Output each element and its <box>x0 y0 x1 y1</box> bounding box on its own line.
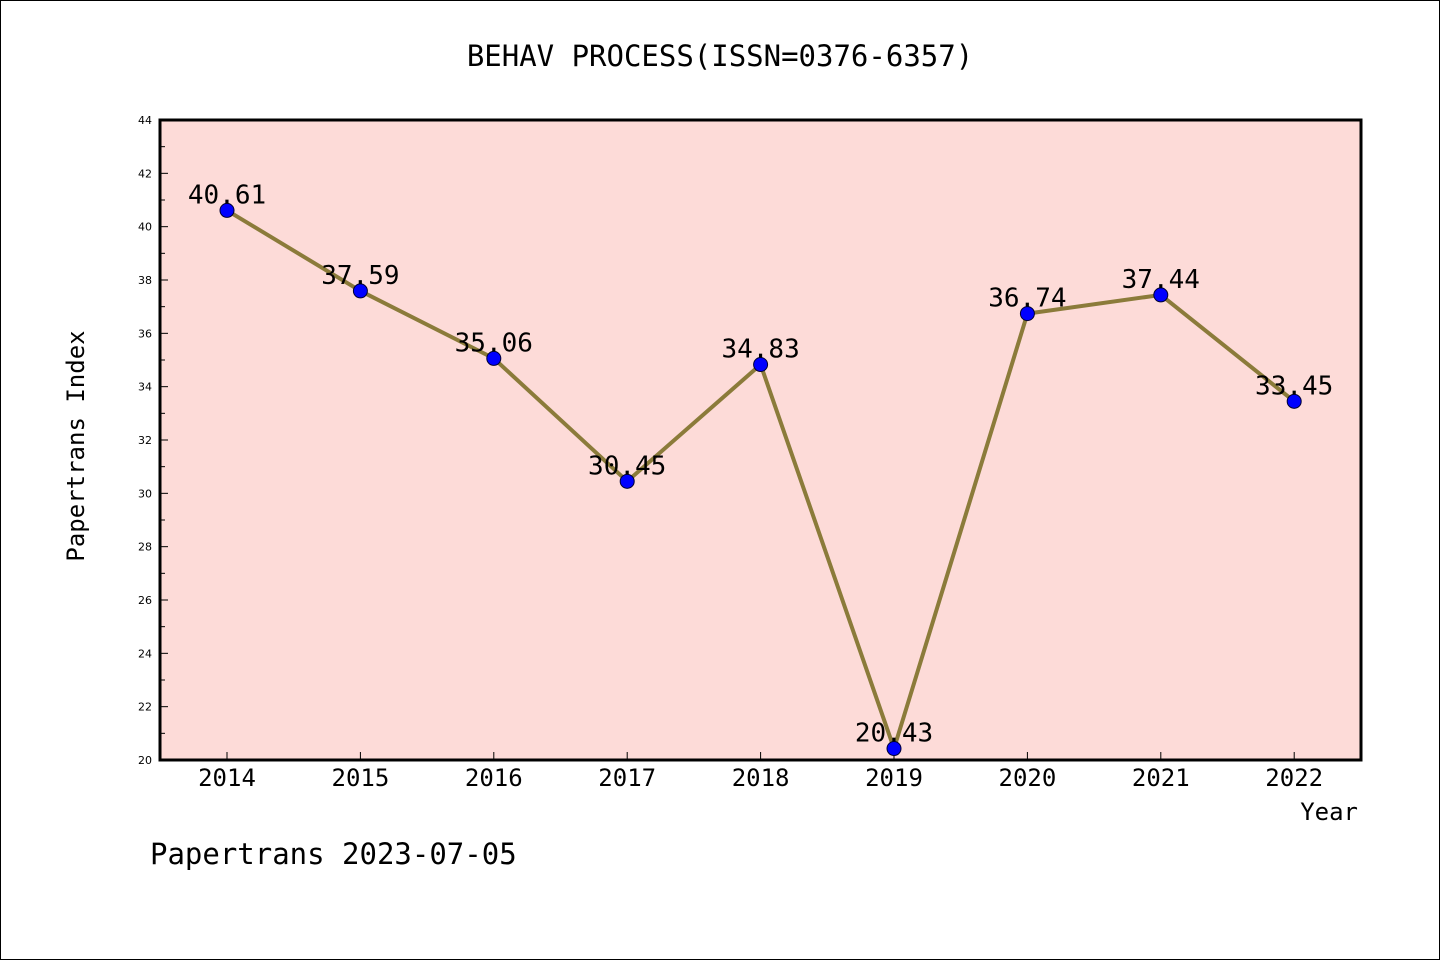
data-label: 20.43 <box>855 719 933 749</box>
data-point <box>753 357 769 373</box>
data-label: 35.06 <box>455 328 533 358</box>
data-point <box>219 202 235 218</box>
data-point <box>1286 393 1302 409</box>
x-tick-label: 2015 <box>332 764 390 792</box>
y-tick-label: 20 <box>138 754 152 767</box>
plot-border <box>158 118 1363 762</box>
y-axis-label: Papertrans Index <box>62 330 90 561</box>
y-tick-label: 22 <box>138 701 152 714</box>
data-label: 36.74 <box>988 284 1066 314</box>
y-tick-label: 36 <box>138 327 152 340</box>
data-labels: 40.61 37.59 35.06 30.45 34.83 20.43 36.74 37.44… <box>188 180 1333 748</box>
data-label: 30.45 <box>588 451 666 481</box>
series-line-group <box>219 202 1302 757</box>
x-tick-label: 2016 <box>465 764 523 792</box>
data-point <box>486 350 502 366</box>
y-tick-label: 26 <box>138 594 152 607</box>
data-point <box>886 741 902 757</box>
x-tick-label: 2022 <box>1265 764 1323 792</box>
x-tick-label: 2014 <box>198 764 256 792</box>
data-label: 40.61 <box>188 180 266 210</box>
x-axis: 2014 2015 2016 2017 2018 2019 2020 2021 2022 <box>198 752 1323 792</box>
y-tick-label: 44 <box>138 114 152 127</box>
data-label: 37.59 <box>321 261 399 291</box>
data-point <box>619 473 635 489</box>
y-tick-label: 40 <box>138 221 152 234</box>
data-label: 34.83 <box>721 335 799 365</box>
data-label: 33.45 <box>1255 371 1333 401</box>
y-tick-label: 28 <box>138 541 152 554</box>
y-tick-label: 38 <box>138 274 152 287</box>
data-point <box>352 283 368 299</box>
data-point <box>1153 287 1169 303</box>
y-tick-label: 32 <box>138 434 152 447</box>
footer-text: Papertrans 2023-07-05 <box>150 837 517 871</box>
chart-title: BEHAV PROCESS(ISSN=0376-6357) <box>467 39 973 73</box>
x-tick-label: 2019 <box>865 764 923 792</box>
x-tick-label: 2018 <box>732 764 790 792</box>
data-label: 37.44 <box>1122 265 1200 295</box>
y-tick-label: 34 <box>138 381 152 394</box>
data-point <box>1019 306 1035 322</box>
x-tick-label: 2017 <box>598 764 656 792</box>
x-tick-label: 2021 <box>1132 764 1190 792</box>
y-tick-label: 30 <box>138 487 152 500</box>
x-axis-label: Year <box>1300 798 1358 826</box>
plot-area <box>160 120 1361 760</box>
y-tick-label: 24 <box>138 647 152 660</box>
x-tick-label: 2020 <box>999 764 1057 792</box>
y-tick-label: 42 <box>138 167 152 180</box>
